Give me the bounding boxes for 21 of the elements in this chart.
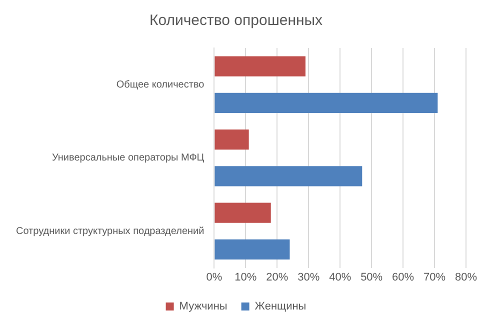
- bar: [214, 92, 438, 114]
- x-tick-label: 50%: [360, 271, 383, 284]
- legend-label: Мужчины: [179, 300, 228, 313]
- y-tick-label: Универсальные операторы МФЦ: [52, 152, 205, 164]
- bar: [214, 202, 271, 223]
- x-tick-label: 30%: [298, 271, 320, 284]
- x-tick-label: 80%: [454, 271, 478, 284]
- x-tick-label: 40%: [329, 271, 352, 284]
- x-tick-label: 0%: [206, 271, 222, 284]
- x-tick-label: 20%: [266, 271, 288, 284]
- bar: [214, 56, 306, 76]
- bar: [214, 166, 362, 186]
- chart-title: Количество опрошенных: [149, 12, 324, 30]
- bar: [214, 239, 290, 260]
- y-tick-label: Общее количество: [116, 79, 205, 90]
- x-tick-label: 10%: [234, 271, 257, 284]
- y-tick-label: Сотрудники структурных подразделений: [16, 226, 204, 237]
- bar: [214, 130, 249, 150]
- x-tick-label: 70%: [424, 271, 446, 284]
- x-tick-label: 60%: [392, 271, 414, 284]
- legend-label: Женщины: [254, 300, 306, 313]
